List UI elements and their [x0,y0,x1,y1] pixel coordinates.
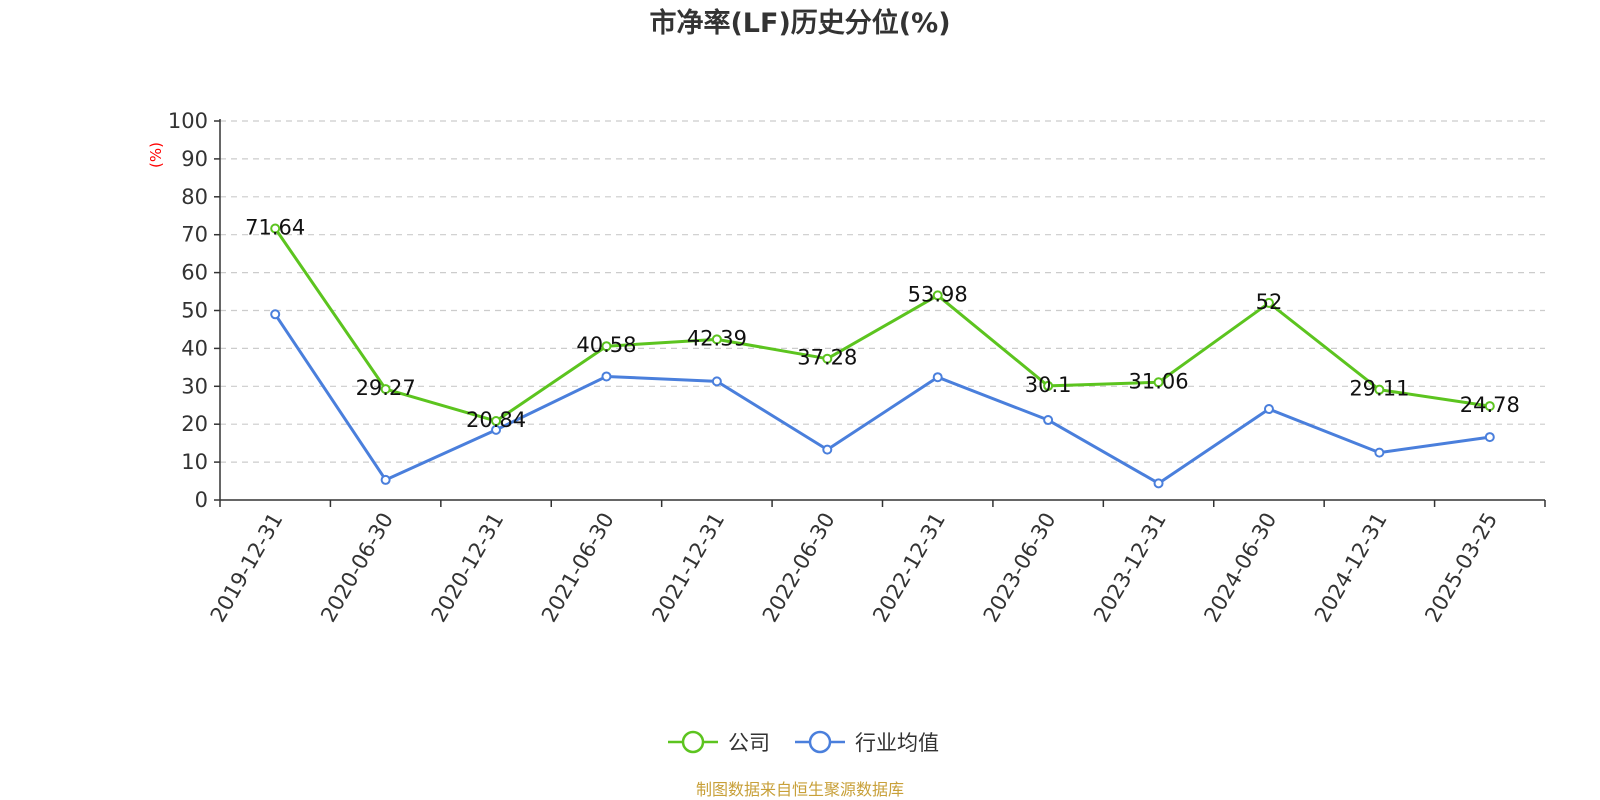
data-labels: 71.64 29.27 20.84 40.58 42.39 37.28 53.98 30.1 3… [245,215,1520,432]
x-tick-label: 2024-06-30 [1199,509,1281,627]
legend-label: 公司 [728,731,770,755]
y-tick-label: 90 [181,147,208,171]
x-tick-label: 2019-12-31 [206,509,288,627]
data-label: 52 [1256,290,1283,314]
legend-item-1[interactable]: 行业均值 [795,730,939,755]
data-point[interactable] [1374,447,1385,458]
data-point[interactable] [1153,478,1164,489]
legend-marker [808,730,832,754]
data-point[interactable] [601,371,612,382]
x-tick-label: 2023-12-31 [1089,509,1171,627]
data-point[interactable] [711,376,722,387]
y-tick-label: 80 [181,185,208,209]
data-label: 37.28 [797,346,857,370]
x-tick-label: 2020-12-31 [427,509,509,627]
x-tick-label: 2021-06-30 [537,509,619,627]
data-point[interactable] [1374,384,1385,395]
series-line-0 [273,227,1491,423]
data-label: 40.58 [576,333,636,357]
data-point[interactable] [1484,432,1495,443]
series-line-1 [273,313,1491,485]
data-point[interactable] [270,309,281,320]
data-point[interactable] [1263,297,1274,308]
legend[interactable]: 公司 行业均值 [668,730,939,755]
x-tick-label: 2024-12-31 [1310,509,1392,627]
legend-label: 行业均值 [855,731,939,755]
data-point[interactable] [601,341,612,352]
x-tick-label: 2023-06-30 [979,509,1061,627]
legend-item-0[interactable]: 公司 [668,730,770,755]
x-tick-label: 2020-06-30 [316,509,398,627]
y-axis-label: (%) [147,142,165,168]
data-label: 29.27 [356,376,416,400]
data-point[interactable] [932,372,943,383]
x-tick-label: 2021-12-31 [647,509,729,627]
data-point[interactable] [932,290,943,301]
data-label: 31.06 [1128,369,1188,393]
y-tick-label: 40 [181,336,208,360]
y-tick-label: 20 [181,412,208,436]
x-tick-label: 2022-06-30 [758,509,840,627]
data-point[interactable] [1043,380,1054,391]
x-tick-label: 2025-03-25 [1420,509,1502,627]
data-label: 53.98 [908,282,968,306]
grid-lines [220,120,1545,463]
data-label: 20.84 [466,408,526,432]
data-label: 30.1 [1025,373,1072,397]
y-tick-label: 10 [181,450,208,474]
y-tick-label: 100 [168,109,208,133]
data-point[interactable] [491,416,502,427]
data-point[interactable] [380,474,391,485]
data-point[interactable] [822,444,833,455]
data-point[interactable] [1043,415,1054,426]
data-label: 71.64 [245,215,305,239]
data-point[interactable] [270,223,281,234]
data-label: 42.39 [687,326,747,350]
data-point[interactable] [380,384,391,395]
y-tick-label: 70 [181,223,208,247]
y-tick-label: 30 [181,374,208,398]
data-point[interactable] [1263,404,1274,415]
data-point[interactable] [711,334,722,345]
series-layer [270,223,1495,489]
legend-marker [681,730,705,754]
y-tick-label: 50 [181,299,208,323]
y-tick-label: 0 [195,488,208,512]
x-tick-label: 2022-12-31 [868,509,950,627]
chart-title: 市净率(LF)历史分位(%) [649,7,950,39]
data-point[interactable] [822,353,833,364]
data-point[interactable] [1153,377,1164,388]
data-label: 24.78 [1460,393,1520,417]
source-note: 制图数据来自恒生聚源数据库 [696,780,904,799]
data-label: 29.11 [1349,377,1409,401]
data-point[interactable] [1484,401,1495,412]
y-tick-label: 60 [181,261,208,285]
